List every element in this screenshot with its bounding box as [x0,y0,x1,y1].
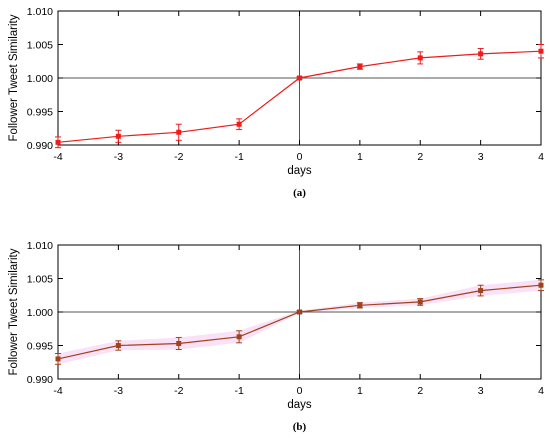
data-point [478,288,484,294]
data-point [297,309,302,315]
x-tick-label: -2 [174,385,183,397]
data-point [115,343,121,348]
x-tick-label: -1 [234,151,243,163]
figure-caption: (a) [293,187,306,199]
data-point [176,129,182,135]
x-tick-label: -4 [53,385,62,397]
data-point [236,121,242,127]
y-axis-label: Follower Tweet Similarity [8,14,20,141]
x-tick-label: 2 [417,151,423,163]
y-tick-label: 1.000 [27,73,53,85]
y-tick-label: 1.010 [27,6,53,18]
y-tick-label: 0.995 [27,107,53,119]
chart-panel-a: -4 -3 -2 -1 0 1 2 3 4 0.990 0.995 1.000 1.005 1.010 da… [8,6,544,199]
data-point [55,356,61,362]
data-point [478,51,484,57]
y-tick-label: 0.990 [27,374,53,386]
data-point [357,64,363,70]
data-point [115,133,121,139]
x-tick-label: -3 [114,151,123,163]
data-point [538,282,544,288]
y-tick-label: 0.995 [27,341,53,353]
x-tick-label: 4 [538,151,544,163]
x-tick-label: 0 [297,385,303,397]
data-point [176,340,182,346]
data-point [297,75,302,81]
chart-panel-b: -4 -3 -2 -1 0 1 2 3 4 0.990 0.995 1.000 1.005 1.010 da… [8,240,544,433]
x-tick-label: 3 [478,385,484,397]
x-tick-label: -3 [114,385,123,397]
data-point [357,302,363,308]
data-point [236,334,242,340]
x-tick-label: 0 [297,151,303,163]
x-tick-label: 1 [357,151,363,163]
x-tick-label: 3 [478,151,484,163]
y-axis-label: Follower Tweet Similarity [8,248,20,375]
data-point [55,139,61,145]
x-tick-label: -1 [234,385,243,397]
data-point [417,55,423,61]
x-axis-label: days [287,399,312,411]
x-tick-label: 2 [417,385,423,397]
y-tick-label: 1.005 [27,274,53,286]
y-tick-label: 1.010 [27,240,53,252]
y-tick-label: 0.990 [27,140,53,152]
x-tick-label: -4 [53,151,62,163]
x-tick-label: -2 [174,151,183,163]
x-axis-label: days [287,165,312,177]
data-point [417,299,423,305]
y-tick-label: 1.000 [27,307,53,319]
x-tick-label: 4 [538,385,544,397]
y-tick-label: 1.005 [27,40,53,52]
figure-caption: (b) [293,421,307,433]
data-point [538,48,544,54]
x-tick-label: 1 [357,385,363,397]
